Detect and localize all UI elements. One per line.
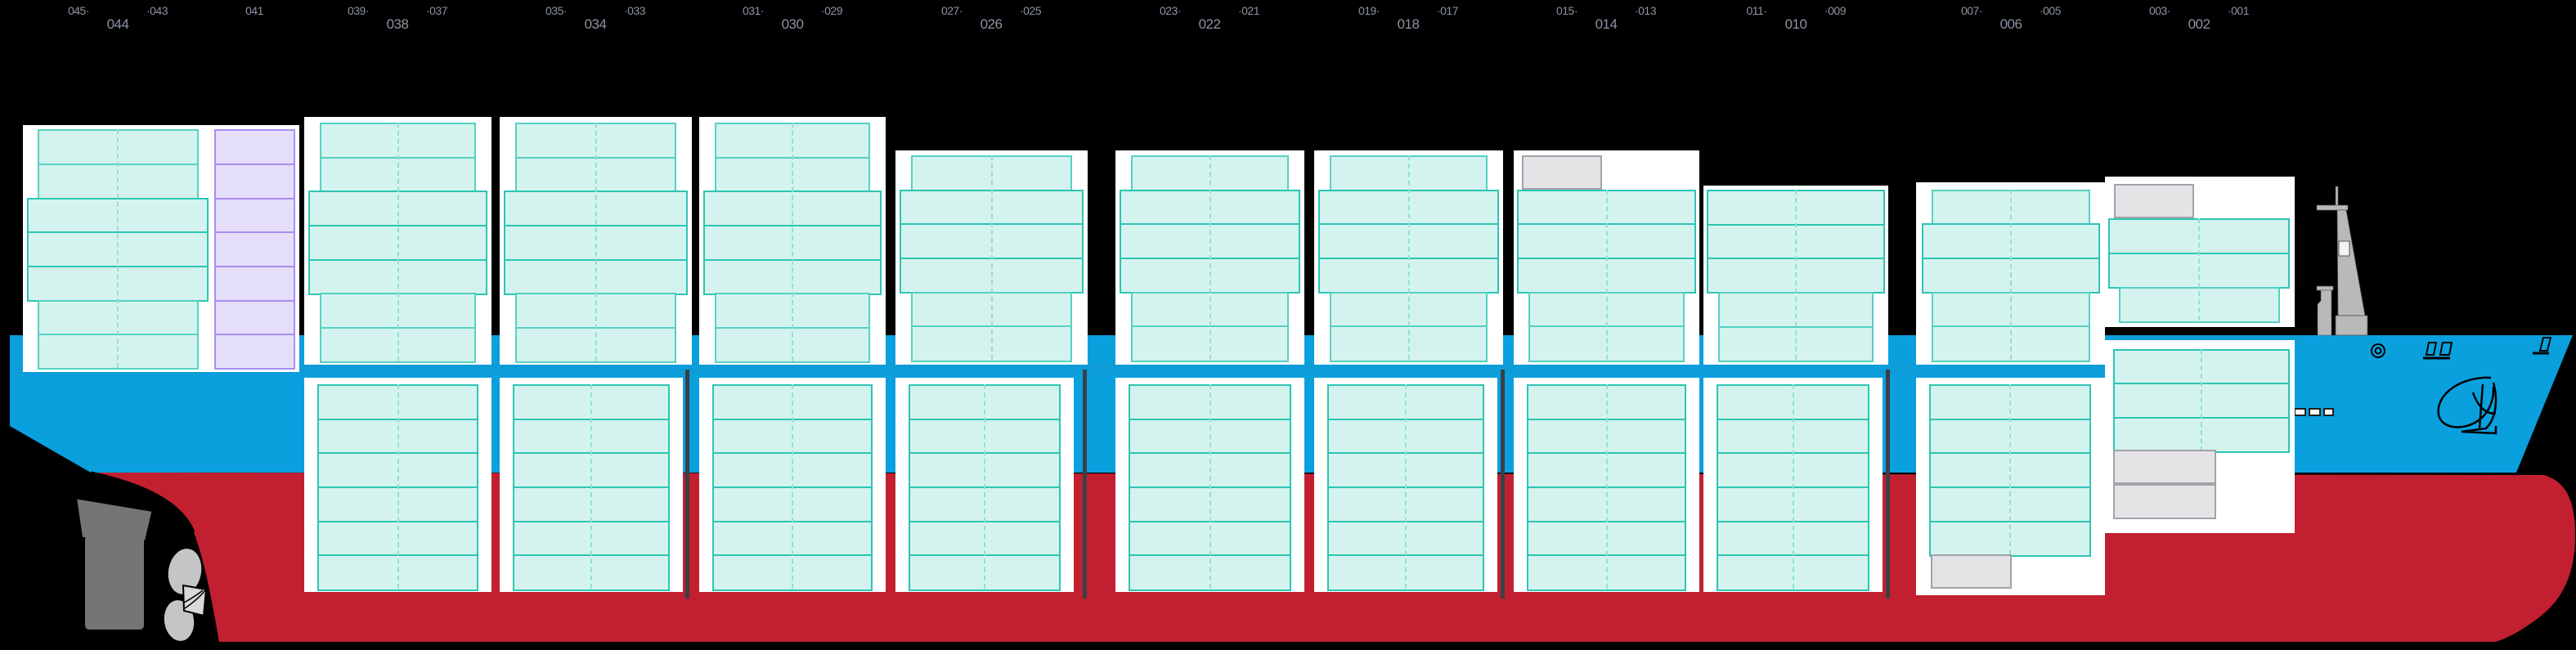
- bay-label-009: ·009: [1824, 4, 1847, 17]
- twenty-foot-divider: [1405, 384, 1407, 589]
- deck-line-bow: [2105, 336, 2302, 343]
- bay-label-005: ·005: [2039, 4, 2062, 17]
- container-slot-041-purple[interactable]: [214, 129, 295, 166]
- draft-mark-dashes: [2294, 408, 2334, 416]
- bay-label-014: 014: [1595, 16, 1618, 32]
- twenty-foot-divider: [2201, 348, 2202, 451]
- gray-slot-002-hold[interactable]: [2113, 484, 2216, 519]
- container-slot-041-purple[interactable]: [214, 299, 295, 336]
- twenty-foot-divider: [397, 384, 399, 589]
- twenty-foot-divider: [1795, 190, 1797, 361]
- bay-label-026: 026: [980, 16, 1003, 32]
- twenty-foot-divider: [2009, 384, 2011, 555]
- bay-label-025: ·025: [1019, 4, 1042, 17]
- twenty-foot-divider: [117, 129, 119, 368]
- gray-slot-002[interactable]: [2114, 184, 2194, 218]
- bay-label-029: ·029: [820, 4, 843, 17]
- twenty-foot-divider: [990, 155, 993, 361]
- propeller-blade-upper: [166, 547, 204, 596]
- twenty-foot-divider: [1407, 155, 1410, 361]
- anchor-drawing: [2437, 376, 2497, 435]
- twenty-foot-divider: [792, 384, 793, 589]
- bay-label-001: ·001: [2227, 4, 2250, 17]
- bay-label-043: ·043: [146, 4, 168, 17]
- bay-label-010: 010: [1784, 16, 1807, 32]
- bay-label-021: ·021: [1237, 4, 1260, 17]
- twenty-foot-divider: [595, 123, 597, 361]
- twenty-foot-divider: [792, 123, 793, 361]
- bay-label-033: ·033: [623, 4, 646, 17]
- twenty-foot-divider: [2010, 189, 2012, 361]
- bow-flag-mark: [2533, 337, 2552, 355]
- bay-label-041: 041: [245, 4, 263, 17]
- fairlead-circle: [2371, 343, 2385, 358]
- hold-bulkhead-line-4: [1886, 370, 1890, 598]
- container-slot-041-purple[interactable]: [214, 265, 295, 303]
- bay-label-017: ·017: [1436, 4, 1459, 17]
- bay-label-035: 035·: [545, 4, 568, 17]
- bay-label-018: 018: [1397, 16, 1420, 32]
- bay-label-045: 045·: [67, 4, 90, 17]
- twenty-foot-divider: [1605, 189, 1608, 361]
- bay-label-015: 015·: [1555, 4, 1578, 17]
- twenty-foot-divider: [590, 384, 592, 589]
- bay-label-030: 030: [781, 16, 804, 32]
- container-slot-041-purple[interactable]: [214, 231, 295, 268]
- gray-slot-014[interactable]: [1522, 155, 1602, 190]
- hold-bulkhead-line-1: [685, 370, 689, 598]
- twenty-foot-divider: [1605, 384, 1608, 589]
- propeller: [162, 547, 208, 643]
- twenty-foot-divider: [397, 123, 399, 361]
- deck-line-main: [16, 363, 2106, 374]
- twenty-foot-divider: [1209, 155, 1211, 361]
- rudder: [76, 496, 156, 630]
- bay-label-019: 019·: [1358, 4, 1380, 17]
- bay-label-044: 044: [106, 16, 129, 32]
- bay-label-037: ·037: [425, 4, 448, 17]
- container-slot-041-purple[interactable]: [214, 334, 295, 370]
- twenty-foot-divider: [1209, 384, 1211, 589]
- bay-label-003: 003·: [2148, 4, 2171, 17]
- bay-label-034: 034: [584, 16, 607, 32]
- bay-label-039: 039·: [347, 4, 370, 17]
- bay-label-013: ·013: [1634, 4, 1657, 17]
- bay-label-007: 007·: [1960, 4, 1983, 17]
- bay-label-011: 011·: [1746, 4, 1767, 17]
- hold-bulkhead-line-3: [1501, 370, 1505, 598]
- bay-label-031: 031·: [742, 4, 765, 17]
- bridge-windows: [2423, 342, 2453, 360]
- stern-counter-line: [90, 471, 195, 533]
- gray-slot-006-hold[interactable]: [1931, 554, 2012, 589]
- bay-label-023: 023·: [1159, 4, 1182, 17]
- container-slot-041-purple[interactable]: [214, 197, 295, 234]
- bay-label-027: 027·: [940, 4, 963, 17]
- twenty-foot-divider: [984, 384, 985, 589]
- bay-label-022: 022: [1198, 16, 1221, 32]
- gray-slot-002-hold[interactable]: [2113, 450, 2216, 484]
- hold-bulkhead-line-2: [1083, 370, 1087, 598]
- twenty-foot-divider: [1792, 384, 1794, 589]
- bay-label-038: 038: [386, 16, 409, 32]
- bay-label-006: 006: [1999, 16, 2022, 32]
- twenty-foot-divider: [2198, 218, 2200, 321]
- bow-mast: [2316, 186, 2368, 336]
- bay-label-002: 002: [2188, 16, 2210, 32]
